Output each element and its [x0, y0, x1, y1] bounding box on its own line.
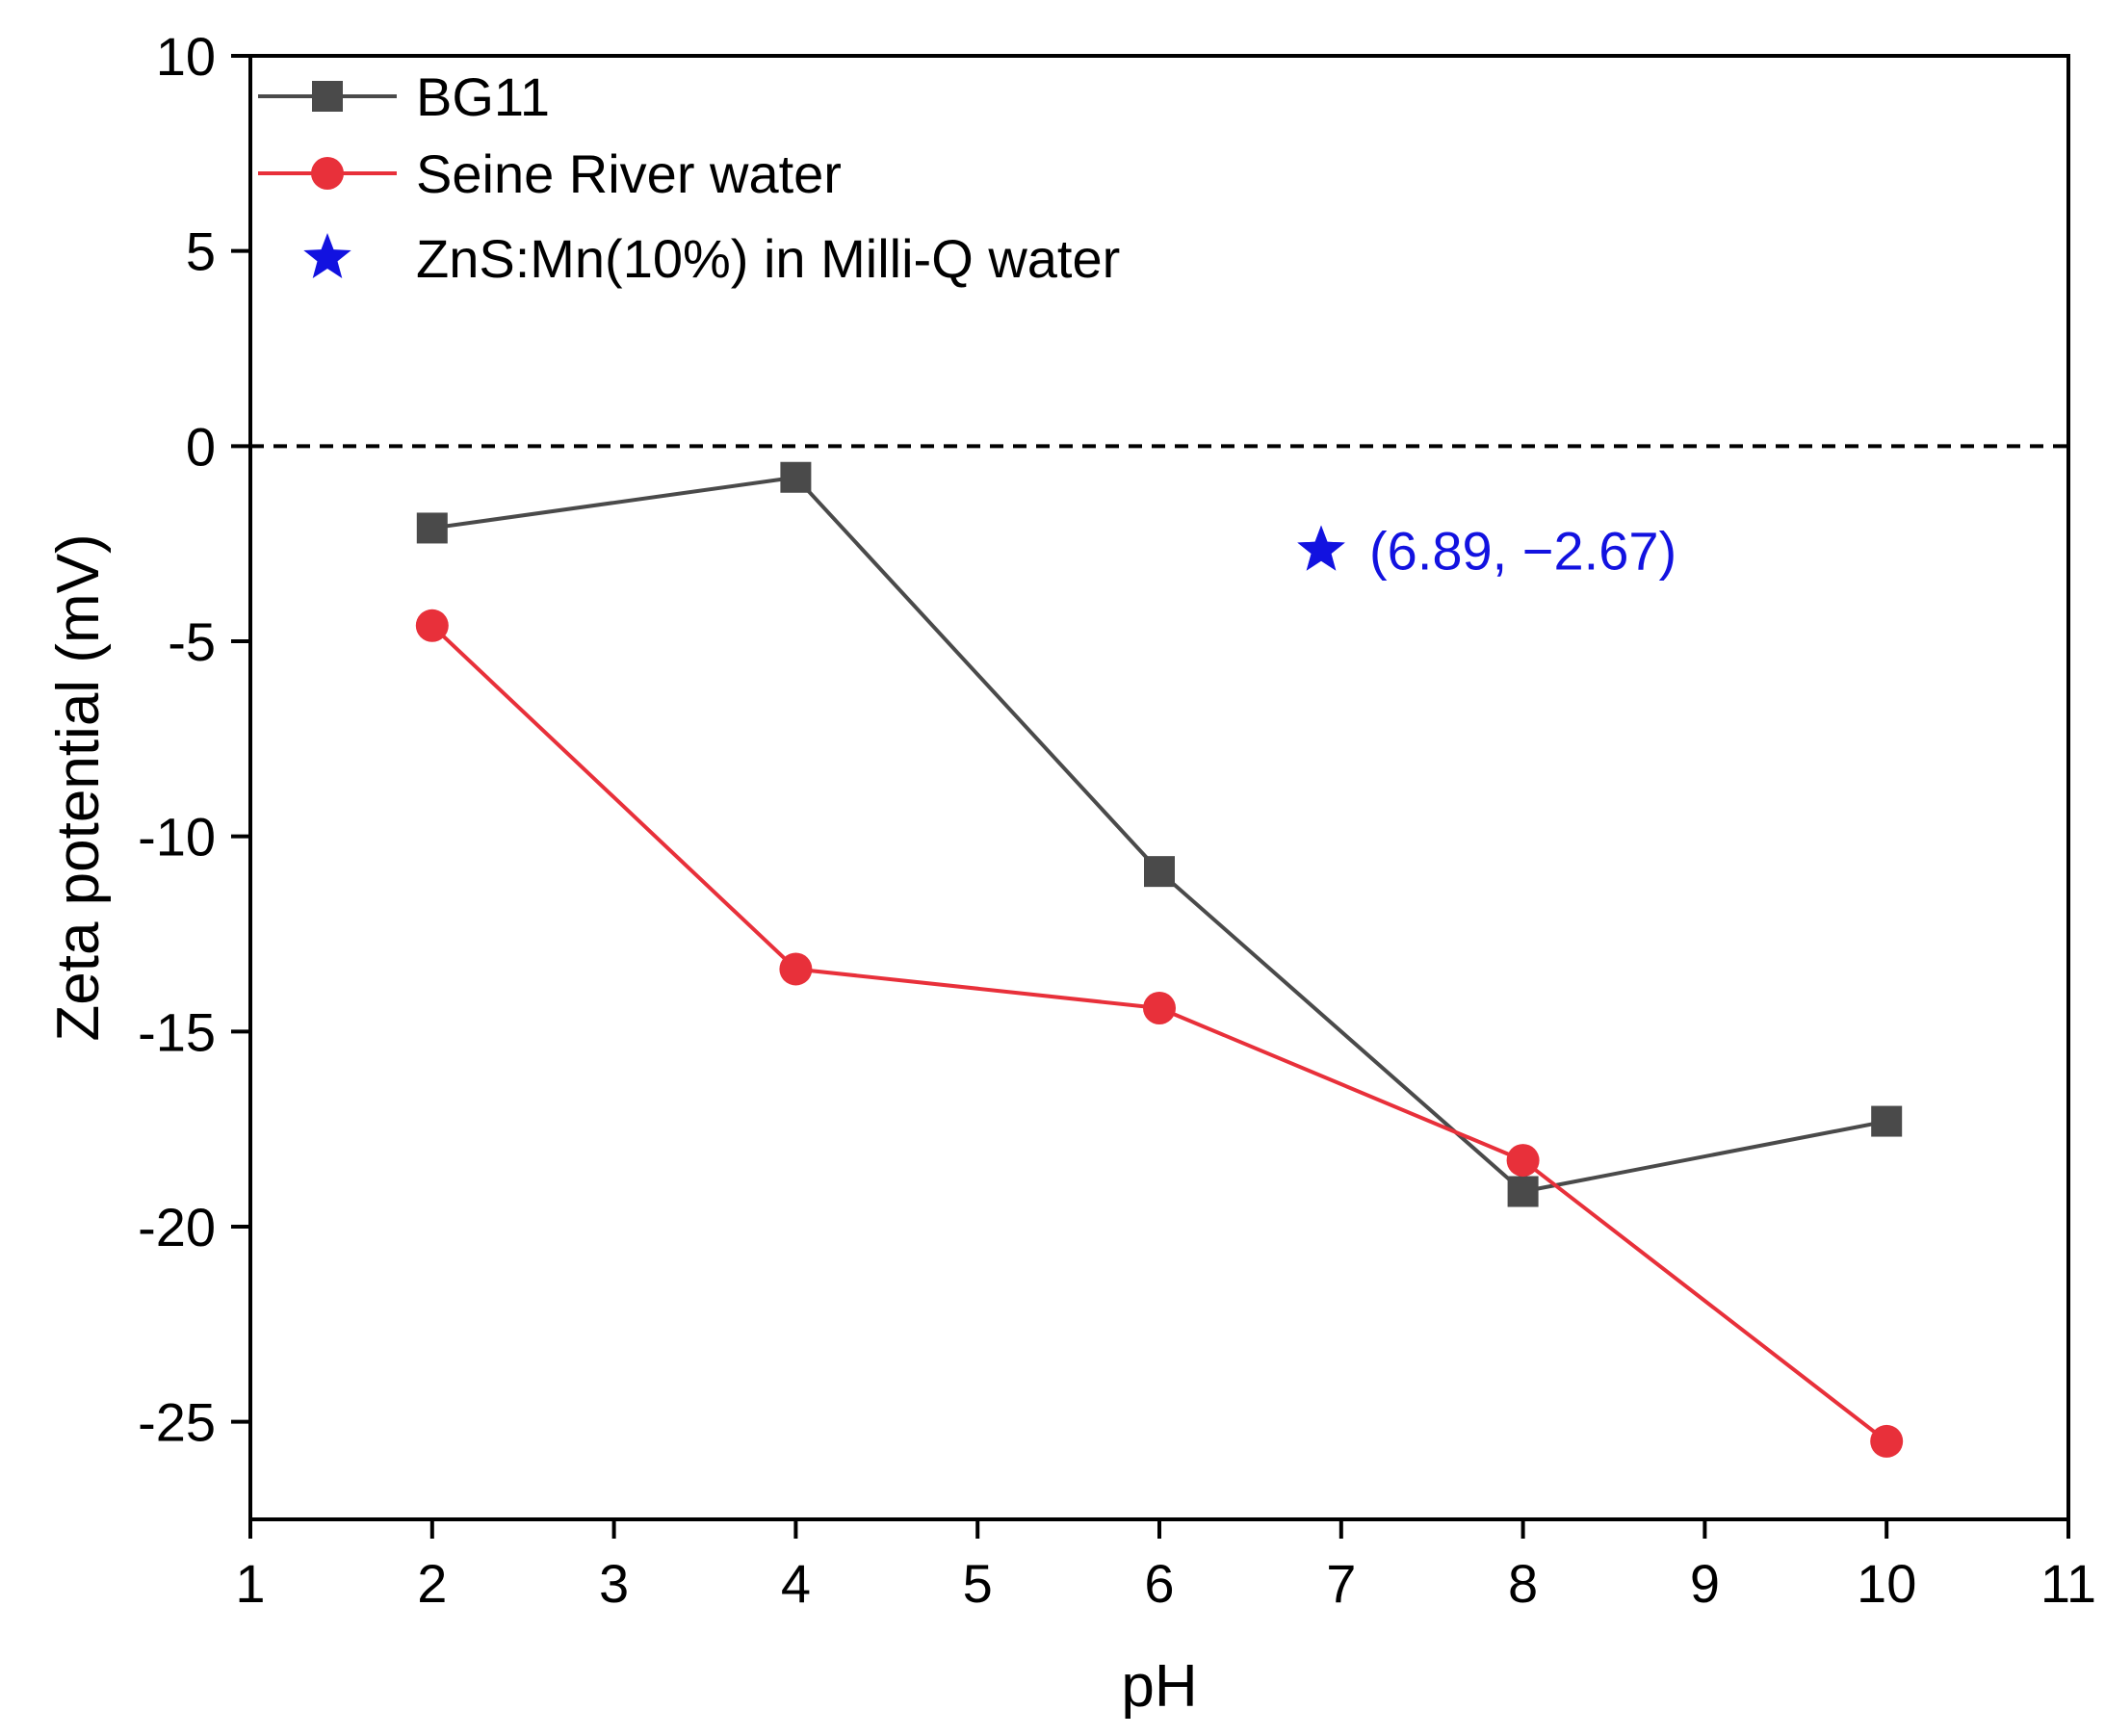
data-point-seine-river-water	[1870, 1424, 1904, 1458]
data-point-seine-river-water	[1506, 1144, 1540, 1178]
data-point-bg11	[1871, 1105, 1903, 1137]
data-point-seine-river-water	[415, 609, 449, 642]
data-point-seine-river-water	[779, 952, 813, 986]
y-tick-label: -25	[138, 1392, 216, 1453]
y-tick-label: -5	[168, 611, 216, 672]
y-tick-label: 0	[186, 416, 216, 477]
x-tick-label: 1	[235, 1553, 265, 1614]
y-tick-label: 10	[156, 26, 216, 87]
legend-marker-bg11	[312, 81, 343, 112]
legend-marker-seine-river-water	[311, 157, 344, 190]
y-tick-label: -15	[138, 1001, 216, 1062]
series-layer	[415, 461, 1904, 1458]
y-tick-label: -10	[138, 807, 216, 868]
x-tick-label: 4	[781, 1553, 811, 1614]
x-tick-label: 11	[2040, 1553, 2096, 1614]
x-tick-label: 8	[1508, 1553, 1538, 1614]
y-tick-label: -20	[138, 1197, 216, 1257]
x-tick-label: 9	[1690, 1553, 1720, 1614]
y-tick-label: 5	[186, 221, 216, 282]
x-tick-label: 7	[1326, 1553, 1356, 1614]
data-point-bg11	[416, 512, 448, 544]
x-tick-label: 3	[599, 1553, 629, 1614]
x-axis-label: pH	[1121, 1653, 1197, 1720]
data-point-seine-river-water	[1143, 992, 1176, 1025]
x-tick-label: 5	[963, 1553, 993, 1614]
x-tick-label: 10	[1857, 1553, 1916, 1614]
annotation: (6.89, −2.67)	[1297, 521, 1676, 582]
x-tick-label: 2	[417, 1553, 447, 1614]
data-point-bg11	[780, 461, 812, 493]
legend-label-zns-mn-10-in-milli-q-water: ZnS:Mn(10%) in Milli-Q water	[416, 228, 1120, 289]
annotation-star-icon	[1297, 525, 1345, 571]
data-point-bg11	[1144, 856, 1175, 888]
y-axis-label: Zeta potential (mV)	[45, 533, 112, 1041]
legend-label-seine-river-water: Seine River water	[416, 143, 842, 204]
legend-label-bg11: BG11	[416, 66, 550, 127]
legend: BG11 Seine River water ZnS:Mn(10%) in Mill…	[258, 66, 1120, 289]
data-point-bg11	[1507, 1176, 1539, 1207]
x-tick-label: 6	[1144, 1553, 1174, 1614]
legend-marker-zns-mn-10-in-milli-q-water	[303, 233, 351, 278]
axes: 1 2 3 4 5 6 7 8 9 10 11 10 5 0 -5 -10 -15 -20 -25	[138, 26, 2096, 1614]
point-annotation-label: (6.89, −2.67)	[1369, 521, 1676, 582]
